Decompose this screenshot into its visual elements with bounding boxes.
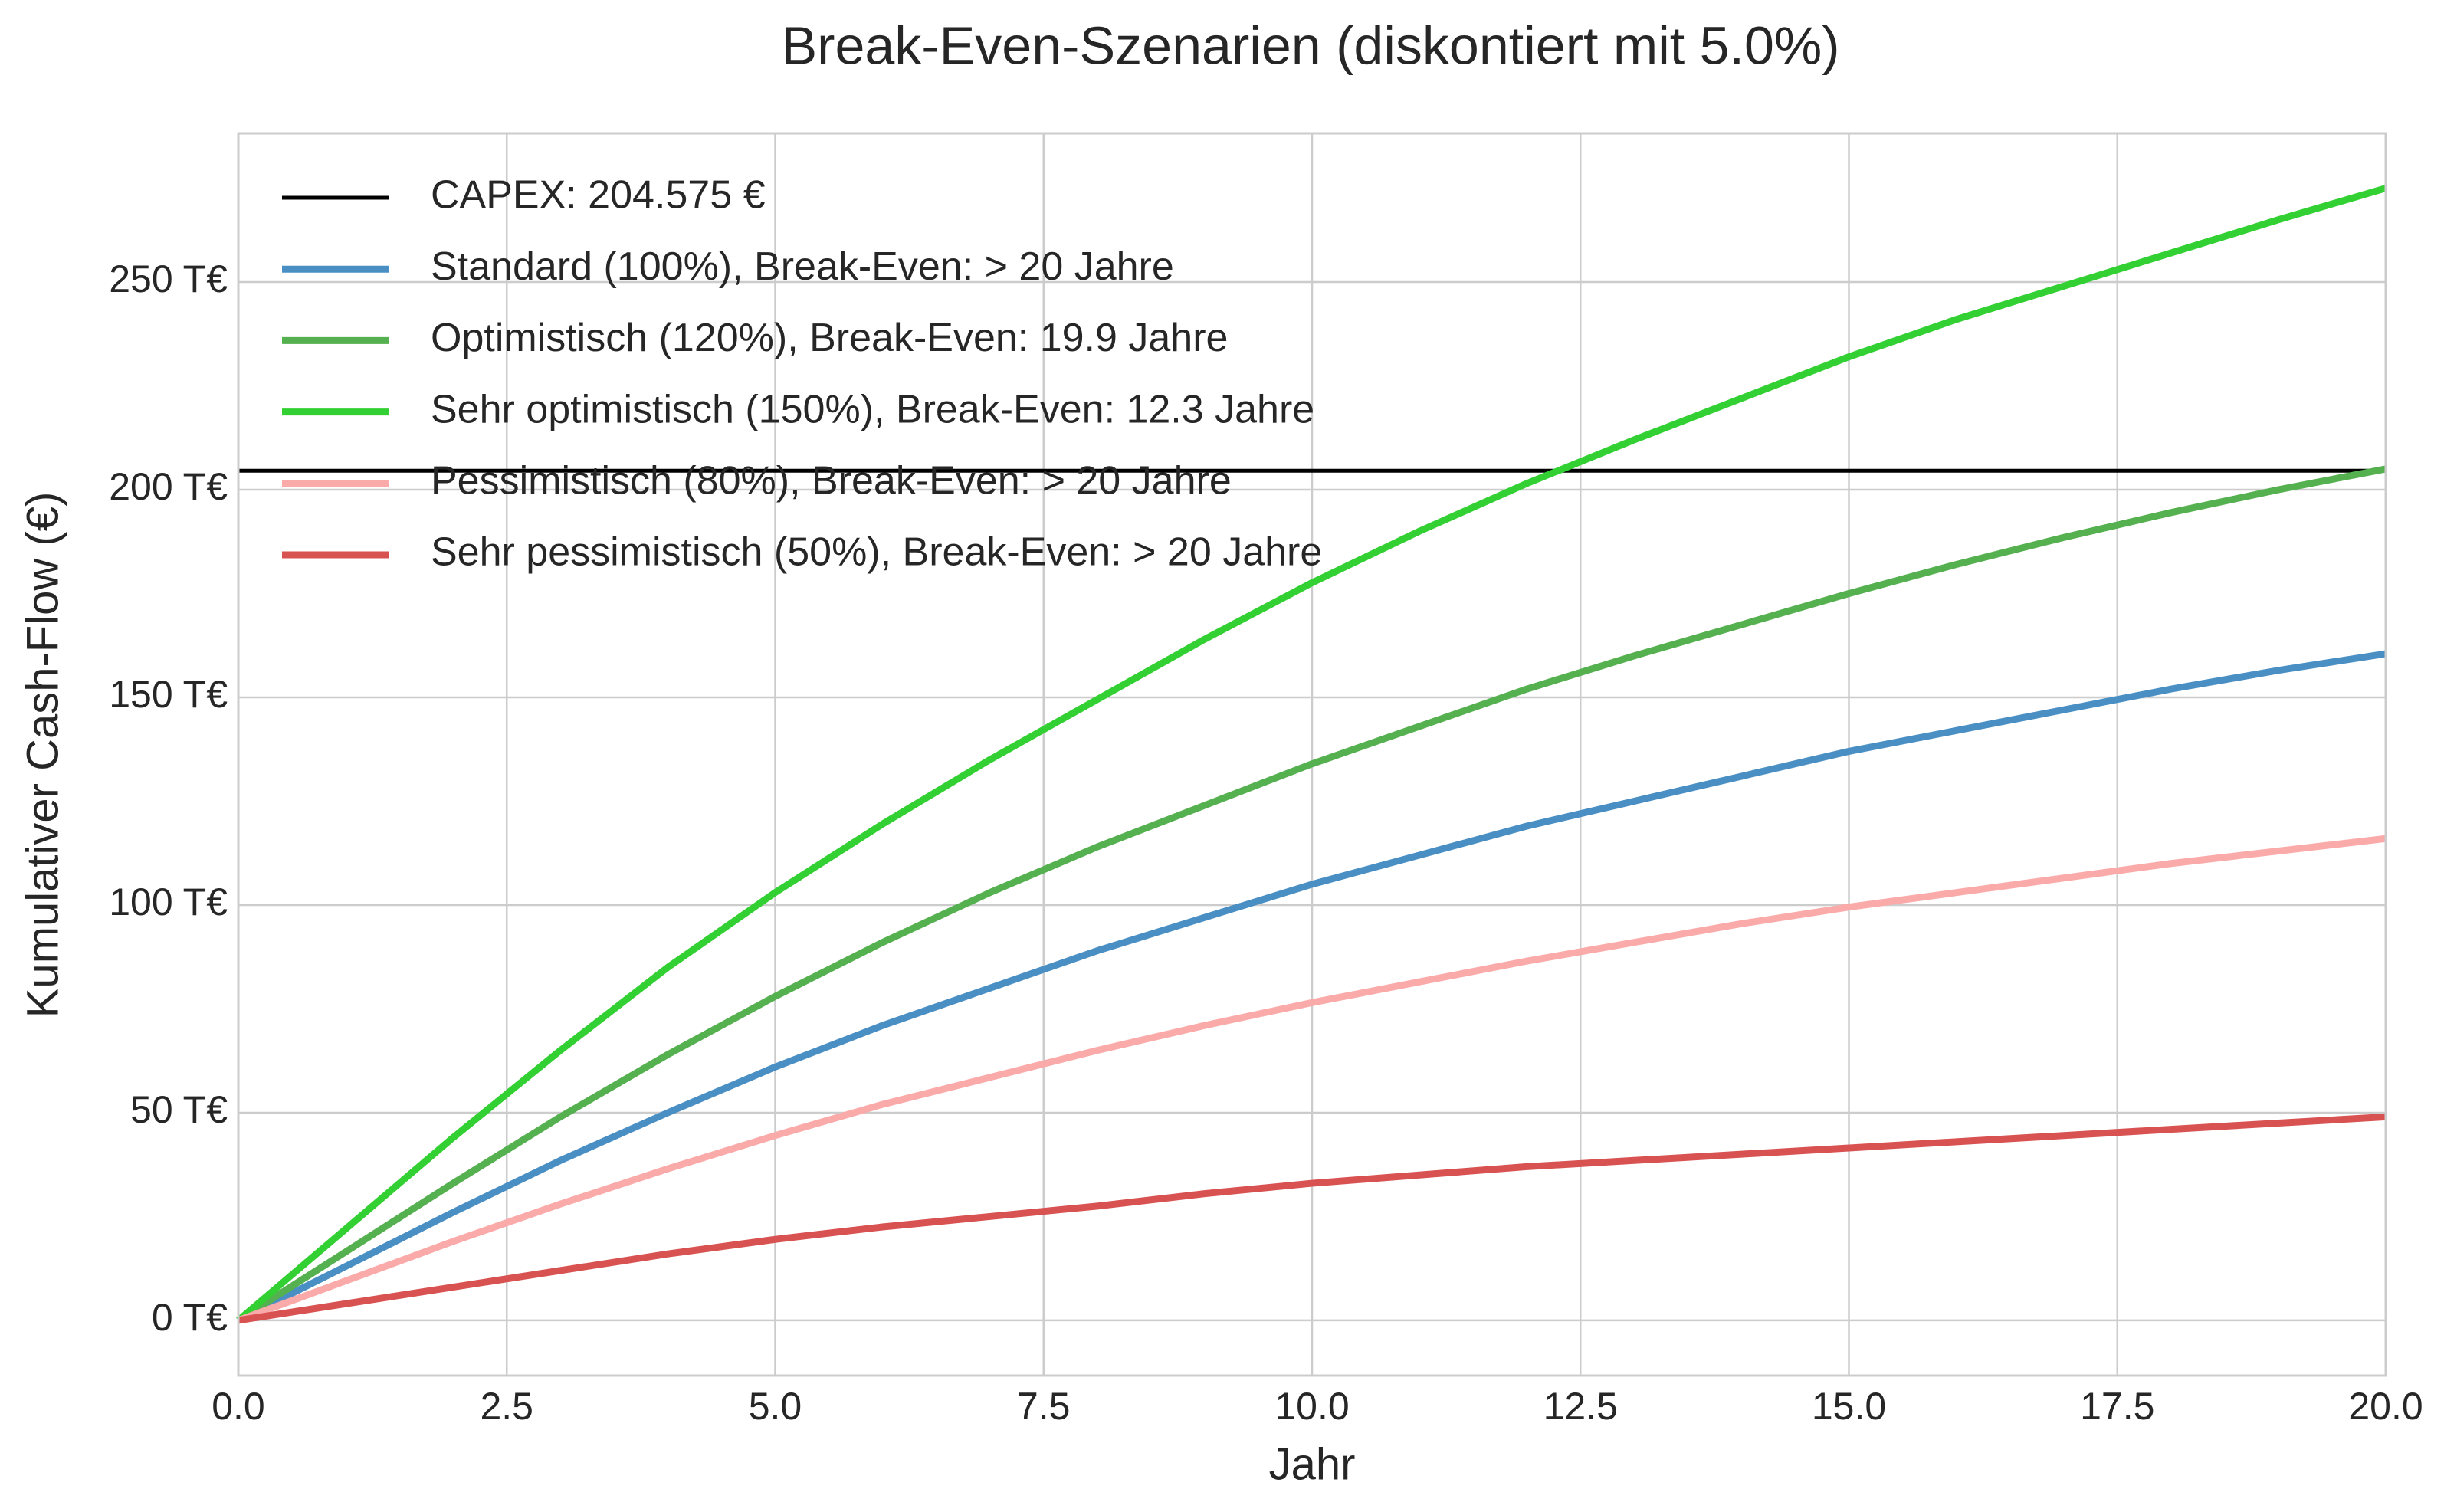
legend: CAPEX: 204.575 € Standard (100%), Break-E… <box>282 173 1322 575</box>
chart-title: Break-Even-Szenarien (diskontiert mit 5.… <box>781 15 1839 75</box>
series-line <box>237 835 2387 1324</box>
x-tick-label: 12.5 <box>1543 1385 1618 1428</box>
x-tick-label: 7.5 <box>1017 1385 1071 1428</box>
plot-area <box>236 185 2387 1324</box>
x-tick-label: 5.0 <box>749 1385 802 1428</box>
x-tick-label: 10.0 <box>1274 1385 1349 1428</box>
y-axis-label: Kumulativer Cash-Flow (€) <box>18 492 67 1018</box>
series-line <box>238 1113 2387 1324</box>
legend-label: Sehr pessimistisch (50%), Break-Even: > … <box>431 530 1322 575</box>
x-axis-label: Jahr <box>1269 1439 1356 1489</box>
y-tick-label: 50 T€ <box>130 1088 228 1131</box>
legend-label: Standard (100%), Break-Even: > 20 Jahre <box>431 244 1174 289</box>
y-tick-label: 100 T€ <box>109 881 228 923</box>
legend-label: CAPEX: 204.575 € <box>431 173 766 218</box>
series-line <box>236 465 2387 1323</box>
x-tick-label: 15.0 <box>1812 1385 1886 1428</box>
x-tick-label: 0.0 <box>212 1385 265 1428</box>
y-tick-label: 150 T€ <box>109 673 228 716</box>
series-line <box>236 650 2387 1323</box>
y-tick-label: 250 T€ <box>109 257 228 300</box>
y-tick-label: 200 T€ <box>109 465 228 508</box>
legend-label: Sehr optimistisch (150%), Break-Even: 12… <box>431 387 1314 431</box>
x-tick-label: 2.5 <box>480 1385 533 1428</box>
x-tick-label: 17.5 <box>2080 1385 2154 1428</box>
legend-label: Optimistisch (120%), Break-Even: 19.9 Ja… <box>431 316 1228 360</box>
legend-label: Pessimistisch (80%), Break-Even: > 20 Ja… <box>431 459 1232 503</box>
y-tick-label: 0 T€ <box>152 1296 228 1339</box>
series-line <box>236 185 2387 1323</box>
plot-frame <box>237 132 2387 1377</box>
x-tick-label: 20.0 <box>2348 1385 2423 1428</box>
